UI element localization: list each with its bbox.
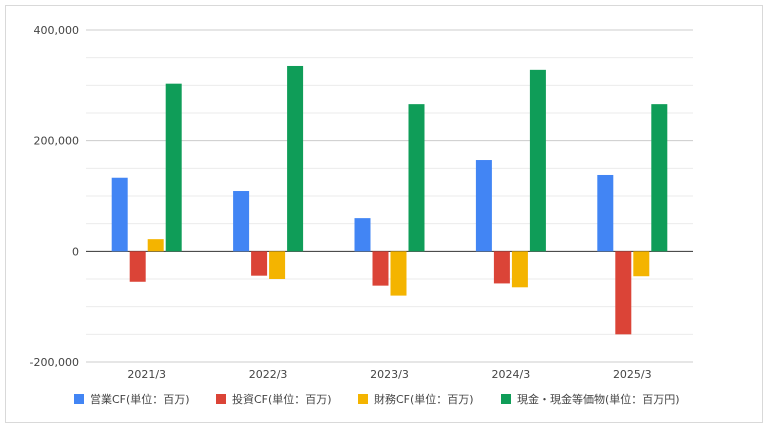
y-tick-label: 200,000: [34, 135, 80, 148]
x-tick-label: 2022/3: [249, 368, 288, 381]
legend-label: 営業CF(単位：百万): [90, 392, 190, 406]
legend-label: 現金・現金等価物(単位：百万円): [517, 392, 680, 406]
bars: [111, 65, 668, 335]
x-tick-label: 2024/3: [492, 368, 531, 381]
bar-2024-3-series-2[interactable]: [493, 251, 510, 284]
y-axis-ticks: 400,000 200,000 0 -200,000: [30, 24, 79, 369]
legend-item[interactable]: 現金・現金等価物(単位：百万円): [501, 392, 680, 406]
bar-2024-3-series-4[interactable]: [529, 69, 546, 252]
legend-item[interactable]: 投資CF(単位：百万): [216, 392, 332, 406]
x-tick-label: 2025/3: [613, 368, 652, 381]
grid-lines: [86, 29, 693, 363]
bar-2024-3-series-3[interactable]: [511, 251, 528, 288]
bar-2023-3-series-1[interactable]: [354, 218, 371, 252]
bar-2024-3-series-1[interactable]: [475, 160, 492, 252]
legend-swatch: [358, 394, 368, 404]
bar-2022-3-series-2[interactable]: [251, 251, 268, 276]
legend-item[interactable]: 財務CF(単位：百万): [358, 392, 474, 406]
legend-label: 投資CF(単位：百万): [232, 392, 332, 406]
x-tick-label: 2021/3: [127, 368, 166, 381]
legend-swatch: [74, 394, 84, 404]
bar-2023-3-series-4[interactable]: [408, 104, 425, 252]
bar-2023-3-series-3[interactable]: [390, 251, 407, 296]
legend-label: 財務CF(単位：百万): [374, 392, 474, 406]
bar-2023-3-series-2[interactable]: [372, 251, 389, 286]
bar-2021-3-series-2[interactable]: [129, 251, 146, 282]
y-tick-label: 0: [72, 245, 79, 258]
chart-frame: [5, 5, 763, 423]
bar-2025-3-series-4[interactable]: [651, 104, 668, 252]
bar-2022-3-series-4[interactable]: [287, 65, 304, 252]
bar-2025-3-series-2[interactable]: [615, 251, 632, 335]
legend-item[interactable]: 営業CF(単位：百万): [74, 392, 190, 406]
bar-2025-3-series-3[interactable]: [633, 251, 650, 277]
bar-2025-3-series-1[interactable]: [597, 174, 614, 252]
y-tick-label: 400,000: [34, 24, 80, 37]
legend[interactable]: 営業CF(単位：百万) 投資CF(単位：百万) 財務CF(単位：百万) 現金・現金等価…: [74, 392, 680, 406]
bar-2021-3-series-3[interactable]: [147, 239, 164, 252]
bar-2022-3-series-3[interactable]: [269, 251, 286, 279]
legend-swatch: [501, 394, 511, 404]
y-tick-label: -200,000: [30, 356, 79, 369]
bar-2022-3-series-1[interactable]: [233, 191, 250, 252]
x-axis-ticks: 2021/3 2022/3 2023/3 2024/3 2025/3: [127, 368, 651, 381]
x-tick-label: 2023/3: [370, 368, 409, 381]
legend-swatch: [216, 394, 226, 404]
bar-2021-3-series-4[interactable]: [165, 83, 182, 252]
bar-2021-3-series-1[interactable]: [111, 177, 128, 252]
